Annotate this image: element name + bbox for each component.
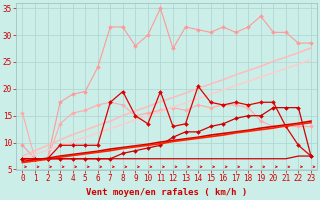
X-axis label: Vent moyen/en rafales ( km/h ): Vent moyen/en rafales ( km/h ) xyxy=(86,188,247,197)
